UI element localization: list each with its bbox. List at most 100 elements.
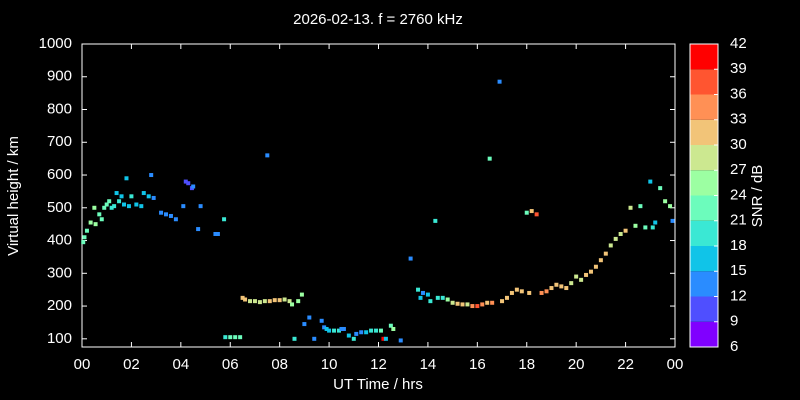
data-point xyxy=(222,217,227,222)
data-point xyxy=(638,204,643,209)
data-point xyxy=(319,318,324,323)
data-point xyxy=(102,205,107,210)
data-point xyxy=(93,222,98,227)
data-point xyxy=(186,181,191,186)
y-tick-label: 1000 xyxy=(39,35,72,52)
data-point xyxy=(584,272,589,277)
data-point xyxy=(112,204,117,209)
colorbar-tick-label: 24 xyxy=(730,186,747,203)
data-point xyxy=(196,227,201,232)
data-point xyxy=(257,300,262,305)
colorbar-band xyxy=(690,195,718,221)
data-point xyxy=(519,289,524,294)
data-point xyxy=(668,204,673,209)
colorbar-tick-label: 42 xyxy=(730,35,747,52)
colorbar-tick-label: 12 xyxy=(730,287,747,304)
data-point xyxy=(99,217,104,222)
data-point xyxy=(114,191,119,196)
data-point xyxy=(369,328,374,333)
data-point xyxy=(408,256,413,261)
data-point xyxy=(233,335,238,340)
data-point xyxy=(633,223,638,228)
colorbar-tick-label: 6 xyxy=(730,338,738,355)
data-point xyxy=(487,156,492,161)
data-point xyxy=(146,194,151,199)
data-point xyxy=(658,186,663,191)
data-point xyxy=(650,225,655,230)
colorbar-tick-label: 30 xyxy=(730,136,747,153)
data-point xyxy=(296,299,301,304)
data-point xyxy=(433,218,438,223)
y-tick-label: 100 xyxy=(47,330,72,347)
data-point xyxy=(109,205,114,210)
data-point xyxy=(159,210,164,215)
data-point xyxy=(272,298,277,303)
data-point xyxy=(339,326,344,331)
data-point xyxy=(287,299,292,304)
data-point xyxy=(191,184,196,189)
data-point xyxy=(277,298,282,303)
data-point xyxy=(383,336,388,341)
data-point xyxy=(608,243,613,248)
data-point xyxy=(238,335,243,340)
data-point xyxy=(168,213,173,218)
data-point xyxy=(151,195,156,200)
data-point xyxy=(628,205,633,210)
data-point xyxy=(97,212,102,217)
colorbar-tick-label: 15 xyxy=(730,262,747,279)
data-point xyxy=(243,297,248,302)
data-point xyxy=(324,326,329,331)
data-point xyxy=(554,282,559,287)
x-tick-label: 16 xyxy=(469,356,486,373)
colorbar-tick-label: 9 xyxy=(730,313,738,330)
data-point xyxy=(84,228,89,233)
data-point xyxy=(378,328,383,333)
y-tick-label: 500 xyxy=(47,199,72,216)
data-point xyxy=(149,173,154,178)
x-tick-label: 14 xyxy=(420,356,437,373)
data-point xyxy=(428,299,433,304)
x-axis-label: UT Time / hrs xyxy=(333,376,423,393)
data-point xyxy=(327,328,332,333)
y-tick-label: 900 xyxy=(47,68,72,85)
data-point xyxy=(574,274,579,279)
chart-title: 2026-02-13. f = 2760 kHz xyxy=(293,11,463,28)
y-axis-label: Virtual height / km xyxy=(5,136,22,256)
data-point xyxy=(435,295,440,300)
data-point xyxy=(564,286,569,291)
data-point xyxy=(465,302,470,307)
colorbar-tick-label: 21 xyxy=(730,212,747,229)
data-point xyxy=(544,289,549,294)
data-point xyxy=(351,336,356,341)
data-point xyxy=(497,79,502,84)
colorbar-band xyxy=(690,94,718,120)
x-tick-label: 06 xyxy=(222,356,239,373)
colorbar-band xyxy=(690,145,718,171)
x-tick-label: 10 xyxy=(321,356,338,373)
data-point xyxy=(336,328,341,333)
data-point xyxy=(119,194,124,199)
data-point xyxy=(663,199,668,204)
data-point xyxy=(302,322,307,327)
data-point xyxy=(391,326,396,331)
data-point xyxy=(359,330,364,335)
x-tick-label: 12 xyxy=(370,356,387,373)
data-point xyxy=(228,335,233,340)
data-point xyxy=(107,199,112,204)
data-point xyxy=(183,179,188,184)
colorbar-band xyxy=(690,296,718,322)
data-point xyxy=(603,251,608,256)
data-point xyxy=(139,204,144,209)
y-tick-label: 300 xyxy=(47,264,72,281)
data-point xyxy=(445,297,450,302)
data-point xyxy=(450,300,455,305)
colorbar-band xyxy=(690,69,718,95)
data-point xyxy=(252,299,257,304)
data-point xyxy=(312,336,317,341)
data-point xyxy=(181,204,186,209)
data-point xyxy=(470,304,475,309)
data-point xyxy=(265,153,270,158)
data-point xyxy=(322,325,327,330)
data-point xyxy=(215,231,220,236)
